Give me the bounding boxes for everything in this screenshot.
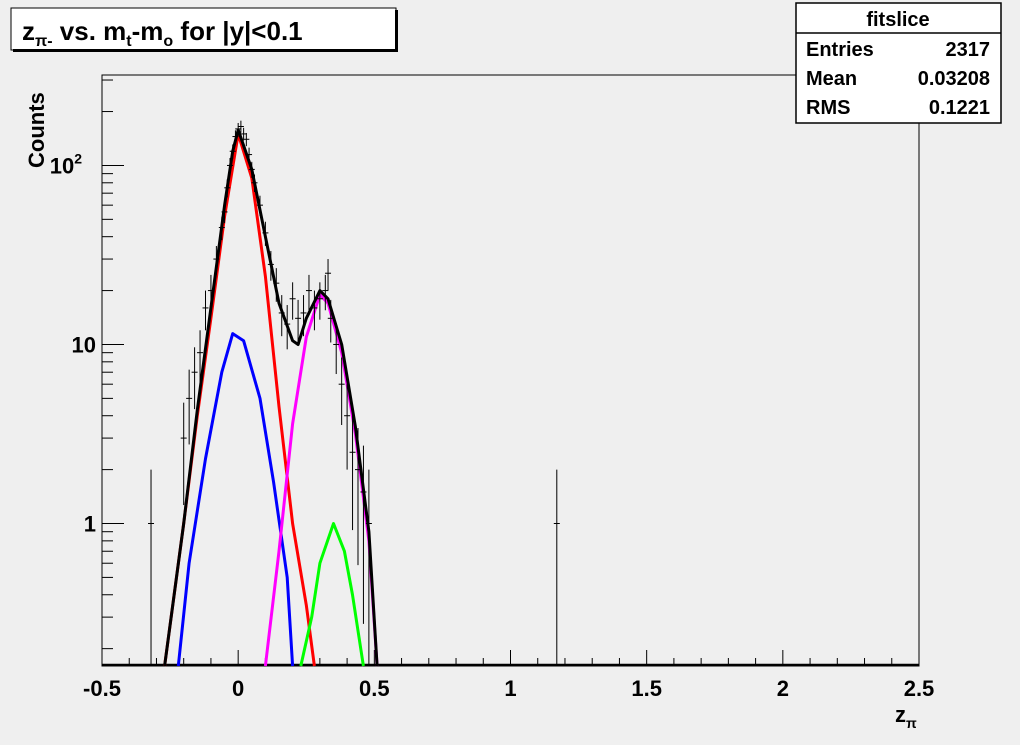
plot-frame (101, 74, 920, 667)
y-axis-label: Counts (24, 92, 49, 168)
x-tick-label: 0.5 (359, 676, 390, 701)
stats-rms-label: RMS (806, 97, 850, 119)
stats-entries-label: Entries (806, 39, 874, 61)
y-tick-label: 10 (72, 332, 96, 357)
x-tick-label: 0 (232, 676, 244, 701)
data-points (148, 120, 560, 666)
title-box (10, 7, 397, 51)
stats-mean-value: 0.03208 (918, 68, 990, 90)
y-tick-label: 102 (50, 150, 82, 178)
axis-ticks: -0.5 0 0.5 1 1.5 2 2.5 1 10 102 (50, 79, 935, 701)
stats-entries-value: 2317 (946, 39, 991, 61)
x-tick-label: 2.5 (904, 676, 935, 701)
x-axis-label: zπ (895, 702, 917, 731)
x-tick-label: 2 (777, 676, 789, 701)
y-tick-label: 1 (84, 512, 96, 537)
stats-box-frame (795, 2, 1002, 124)
title-box-shadow-right (395, 10, 398, 52)
x-tick-label: 1.5 (631, 676, 662, 701)
fit-curve (299, 522, 365, 667)
stats-rms-value: 0.1221 (929, 97, 990, 119)
stats-box: fitslice Entries 2317 Mean 0.03208 RMS 0… (795, 2, 1002, 124)
x-tick-label: 1 (504, 676, 516, 701)
stats-box-title: fitslice (866, 9, 929, 31)
title-box-shadow (13, 49, 398, 52)
chart-title: zπ- vs. mt-mo for |y|<0.1 (22, 16, 303, 50)
x-tick-label: -0.5 (83, 676, 121, 701)
stats-mean-label: Mean (806, 68, 857, 90)
